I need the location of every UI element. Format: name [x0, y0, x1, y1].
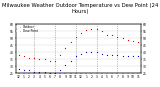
Point [43, 58, 46, 60]
Point [59, 54, 61, 56]
Point [75, 56, 77, 57]
Point [121, 56, 124, 57]
Legend: Outdoor, Dew Point: Outdoor, Dew Point [16, 25, 39, 34]
Point [23, 56, 25, 57]
Point [100, 31, 103, 32]
Point [127, 39, 129, 40]
Point [85, 29, 88, 31]
Point [75, 36, 77, 38]
Point [48, 60, 51, 61]
Point [106, 54, 108, 56]
Point [132, 56, 134, 57]
Point [137, 56, 140, 57]
Point [64, 64, 67, 65]
Point [54, 72, 56, 74]
Point [28, 57, 30, 58]
Point [28, 70, 30, 71]
Point [23, 70, 25, 71]
Point [111, 54, 113, 56]
Point [100, 53, 103, 54]
Point [80, 53, 82, 54]
Point [90, 52, 93, 53]
Point [85, 52, 88, 53]
Point [80, 32, 82, 33]
Point [111, 35, 113, 36]
Point [33, 71, 36, 72]
Point [95, 28, 98, 29]
Point [43, 71, 46, 72]
Point [69, 42, 72, 43]
Point [95, 52, 98, 53]
Point [38, 58, 41, 60]
Point [38, 71, 41, 72]
Point [127, 56, 129, 57]
Point [54, 60, 56, 61]
Point [48, 72, 51, 74]
Point [116, 36, 119, 38]
Point [17, 54, 20, 56]
Point [116, 54, 119, 56]
Point [132, 40, 134, 42]
Point [137, 42, 140, 43]
Point [17, 68, 20, 70]
Point [59, 70, 61, 71]
Point [90, 28, 93, 29]
Point [64, 47, 67, 49]
Point [69, 60, 72, 61]
Text: Milwaukee Weather Outdoor Temperature vs Dew Point (24 Hours): Milwaukee Weather Outdoor Temperature vs… [2, 3, 158, 14]
Point [33, 57, 36, 58]
Point [121, 38, 124, 39]
Point [106, 35, 108, 36]
